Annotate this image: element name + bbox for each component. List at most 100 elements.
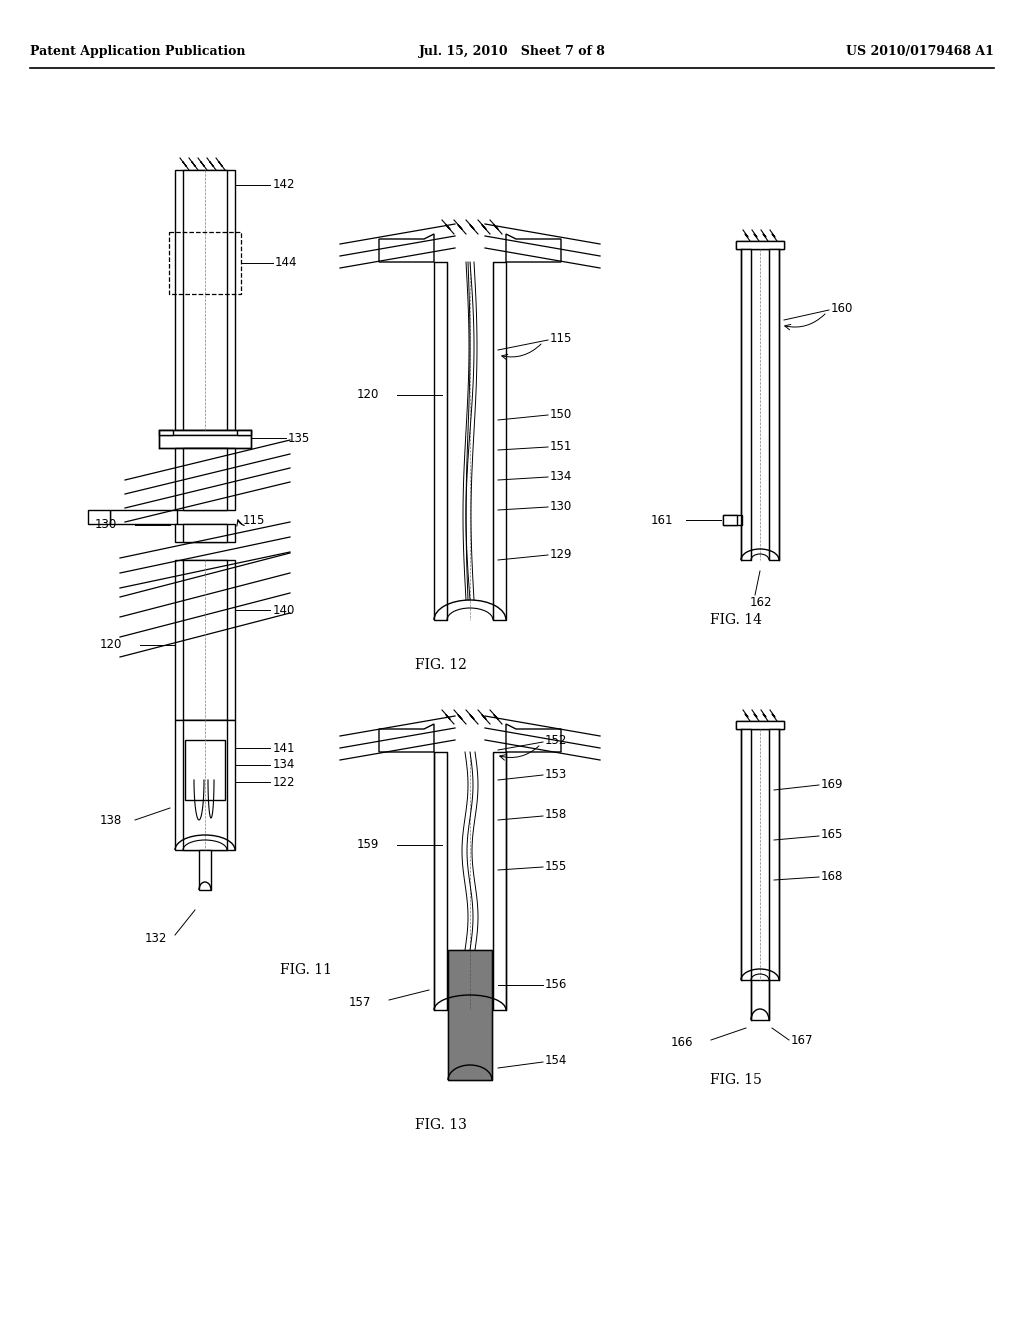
Text: 144: 144: [275, 256, 298, 269]
Text: 138: 138: [100, 813, 122, 826]
Bar: [449, 950, 492, 1080]
Bar: [434, 261, 447, 620]
Text: 167: 167: [791, 1034, 813, 1047]
Bar: [741, 249, 751, 560]
Text: 152: 152: [545, 734, 567, 747]
Text: 159: 159: [357, 838, 379, 851]
Text: 156: 156: [545, 978, 567, 990]
Text: 130: 130: [95, 519, 118, 532]
Bar: [175, 447, 234, 510]
Bar: [434, 752, 447, 1010]
Bar: [736, 721, 784, 729]
Text: 132: 132: [145, 932, 167, 945]
Bar: [175, 524, 234, 543]
Text: FIG. 14: FIG. 14: [710, 612, 762, 627]
Text: 158: 158: [545, 808, 567, 821]
Bar: [434, 261, 447, 620]
Bar: [110, 510, 177, 524]
Text: 134: 134: [273, 759, 295, 771]
Bar: [183, 170, 227, 430]
Bar: [736, 721, 784, 729]
Bar: [159, 430, 173, 436]
Text: 154: 154: [545, 1055, 567, 1068]
Bar: [159, 436, 251, 447]
Bar: [175, 560, 234, 719]
Text: US 2010/0179468 A1: US 2010/0179468 A1: [846, 45, 994, 58]
Text: 140: 140: [273, 603, 295, 616]
Bar: [175, 170, 234, 430]
Bar: [183, 447, 227, 510]
Text: FIG. 13: FIG. 13: [415, 1118, 467, 1133]
Bar: [741, 729, 751, 979]
Text: FIG. 11: FIG. 11: [280, 964, 332, 977]
Polygon shape: [379, 723, 434, 752]
Bar: [723, 515, 737, 525]
Bar: [237, 430, 251, 436]
Text: 150: 150: [550, 408, 572, 421]
Bar: [175, 560, 234, 719]
Bar: [723, 515, 742, 525]
Bar: [159, 430, 251, 436]
Bar: [769, 729, 779, 979]
Bar: [449, 950, 492, 1080]
Text: 120: 120: [357, 388, 379, 401]
Text: Jul. 15, 2010   Sheet 7 of 8: Jul. 15, 2010 Sheet 7 of 8: [419, 45, 605, 58]
Polygon shape: [379, 234, 434, 261]
Text: 151: 151: [550, 441, 572, 454]
Text: 160: 160: [831, 301, 853, 314]
Bar: [736, 242, 784, 249]
Bar: [736, 242, 784, 249]
Text: 168: 168: [821, 870, 844, 883]
Bar: [493, 752, 506, 1010]
Bar: [159, 436, 251, 447]
Bar: [769, 249, 779, 560]
Bar: [493, 752, 506, 1010]
Text: 134: 134: [550, 470, 572, 483]
Bar: [175, 719, 234, 850]
Text: 120: 120: [100, 639, 123, 652]
Bar: [751, 979, 769, 1020]
Text: 129: 129: [550, 549, 572, 561]
Text: 122: 122: [273, 776, 296, 788]
Bar: [88, 510, 110, 524]
Text: 157: 157: [349, 997, 372, 1010]
Text: FIG. 15: FIG. 15: [710, 1073, 762, 1086]
Text: 115: 115: [243, 513, 265, 527]
Bar: [449, 950, 492, 1080]
Bar: [175, 524, 234, 543]
Bar: [183, 719, 227, 850]
Text: 130: 130: [550, 500, 572, 513]
Bar: [741, 729, 751, 979]
Bar: [88, 510, 110, 524]
Text: 165: 165: [821, 829, 844, 842]
Bar: [185, 741, 225, 800]
Bar: [736, 721, 784, 729]
Text: 155: 155: [545, 859, 567, 873]
Bar: [769, 729, 779, 979]
Polygon shape: [379, 234, 434, 261]
Text: 141: 141: [273, 742, 296, 755]
Bar: [183, 524, 227, 543]
Text: 115: 115: [550, 333, 572, 346]
Text: 166: 166: [671, 1035, 693, 1048]
Bar: [110, 510, 177, 524]
Text: FIG. 12: FIG. 12: [415, 657, 467, 672]
Text: 161: 161: [651, 513, 674, 527]
Bar: [493, 261, 506, 620]
Text: 135: 135: [288, 432, 310, 445]
Bar: [736, 242, 784, 249]
Bar: [769, 249, 779, 560]
Bar: [169, 232, 241, 294]
Text: 142: 142: [273, 178, 296, 191]
Text: 153: 153: [545, 767, 567, 780]
Text: 169: 169: [821, 777, 844, 791]
Bar: [175, 447, 234, 510]
Polygon shape: [506, 723, 561, 752]
Bar: [199, 850, 211, 890]
Bar: [175, 719, 234, 850]
Bar: [741, 249, 751, 560]
Polygon shape: [506, 234, 561, 261]
Text: Patent Application Publication: Patent Application Publication: [30, 45, 246, 58]
Bar: [723, 515, 737, 525]
Bar: [175, 170, 234, 430]
